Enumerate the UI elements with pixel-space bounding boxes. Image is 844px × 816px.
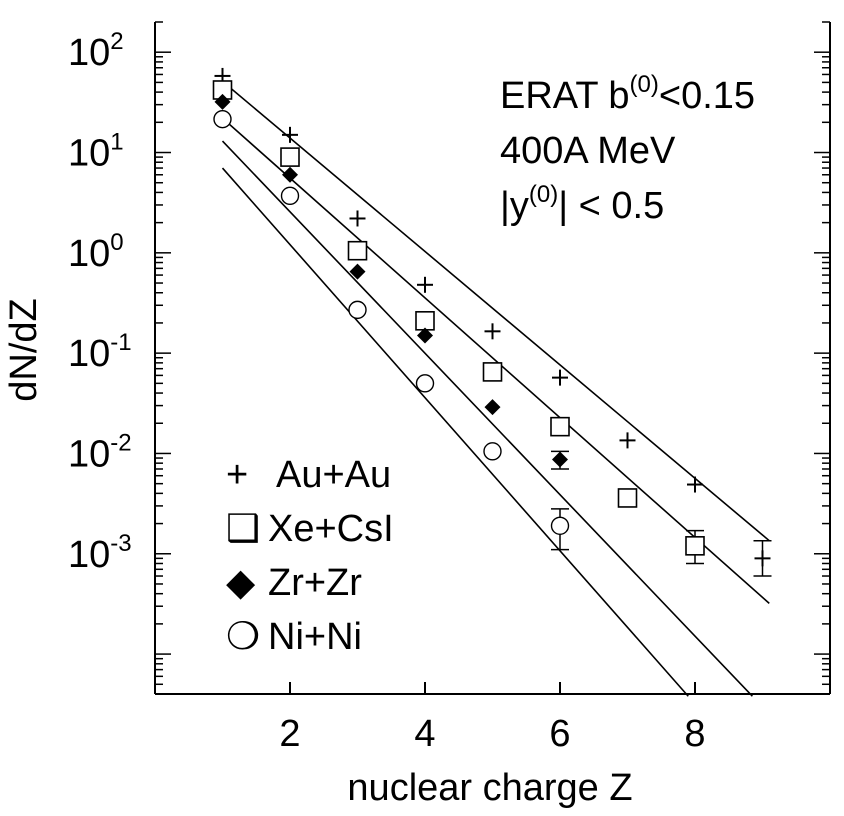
- y-axis-label: dN/dZ: [3, 298, 45, 401]
- point-plus: [282, 126, 298, 143]
- point-circle: [213, 109, 232, 129]
- legend-symbol-diamond: ◆: [226, 562, 256, 604]
- point-square: [415, 311, 435, 331]
- run-annotation: ERAT b(0)<0.15 400A MeV |y(0)| < 0.5: [500, 71, 755, 227]
- y-tick-label: 10-3: [68, 530, 132, 576]
- point-plus: [417, 276, 433, 293]
- annotation-line-3-sup: (0): [529, 181, 558, 208]
- y-tick-label: 100: [68, 229, 124, 275]
- legend-entry-ni-ni: ❍ Ni+Ni: [226, 616, 362, 658]
- point-plus: [349, 210, 366, 227]
- fit-line-zr-zr: [221, 140, 753, 697]
- legend-label-ni-ni: Ni+Ni: [268, 616, 362, 658]
- annotation-line-1-main: ERAT b: [500, 75, 630, 117]
- legend-label-zr-zr: Zr+Zr: [268, 562, 362, 604]
- point-circle: [483, 442, 502, 461]
- point-plus: [687, 476, 703, 493]
- annotation-line-1: ERAT b(0)<0.15: [500, 71, 755, 117]
- point-square: [280, 147, 300, 167]
- y-tick-labels: 102 101 100 10-1 10-2 10-3: [68, 28, 132, 576]
- point-square: [685, 536, 705, 556]
- annotation-line-1-tail: <0.15: [659, 75, 755, 117]
- annotation-line-2: 400A MeV: [500, 130, 676, 172]
- error-bars: [551, 450, 772, 577]
- point-square: [482, 362, 503, 382]
- legend-entry-zr-zr: ◆ Zr+Zr: [226, 562, 362, 604]
- legend: + Au+Au ❑ Xe+CsI ◆ Zr+Zr ❍ Ni+Ni: [226, 454, 394, 658]
- point-plus: [619, 432, 636, 449]
- fit-line-au-au: [228, 86, 770, 542]
- point-diamond: [214, 93, 231, 110]
- point-diamond: [349, 263, 366, 280]
- y-tick-label: 10-2: [68, 429, 132, 475]
- x-axis-label: nuclear charge Z: [347, 767, 632, 809]
- legend-label-au-au: Au+Au: [276, 454, 391, 496]
- fit-line-ni-ni: [221, 167, 689, 697]
- point-plus: [552, 369, 568, 386]
- fit-line-xe-csi: [221, 117, 770, 605]
- x-tick-label: 4: [414, 713, 435, 755]
- point-plus: [754, 550, 771, 567]
- point-diamond: [282, 166, 298, 183]
- point-circle: [415, 374, 435, 393]
- data-markers: [212, 67, 771, 567]
- point-diamond: [552, 451, 568, 468]
- legend-entry-au-au: + Au+Au: [226, 454, 391, 496]
- x-tick-label: 6: [549, 713, 570, 755]
- point-circle: [348, 300, 367, 320]
- annotation-line-1-sup: (0): [630, 71, 659, 98]
- y-minor-ticks: [155, 21, 830, 695]
- point-plus: [484, 323, 501, 340]
- legend-entry-xe-csi: ❑ Xe+CsI: [226, 508, 394, 550]
- x-tick-label: 8: [684, 713, 705, 755]
- legend-symbol-circle: ❍: [226, 616, 260, 658]
- point-square: [550, 416, 570, 437]
- legend-symbol-square: ❑: [226, 508, 260, 550]
- point-square: [347, 240, 368, 261]
- y-tick-label: 102: [68, 28, 124, 74]
- point-diamond: [484, 399, 501, 416]
- annotation-line-3: |y(0)| < 0.5: [500, 181, 664, 227]
- y-tick-label: 101: [68, 129, 124, 175]
- point-diamond: [417, 327, 433, 344]
- legend-label-xe-csi: Xe+CsI: [268, 508, 394, 550]
- point-circle: [550, 516, 570, 536]
- annotation-line-3-tail: | < 0.5: [558, 185, 664, 227]
- point-circle: [280, 186, 300, 206]
- x-tick-label: 2: [279, 713, 300, 755]
- fit-lines: [221, 86, 770, 697]
- legend-symbol-plus: +: [226, 454, 248, 496]
- y-tick-label: 10-1: [68, 329, 132, 375]
- annotation-line-3-pre: |y: [500, 185, 529, 227]
- x-tick-labels: 2 4 6 8: [279, 713, 705, 755]
- point-square: [617, 488, 638, 508]
